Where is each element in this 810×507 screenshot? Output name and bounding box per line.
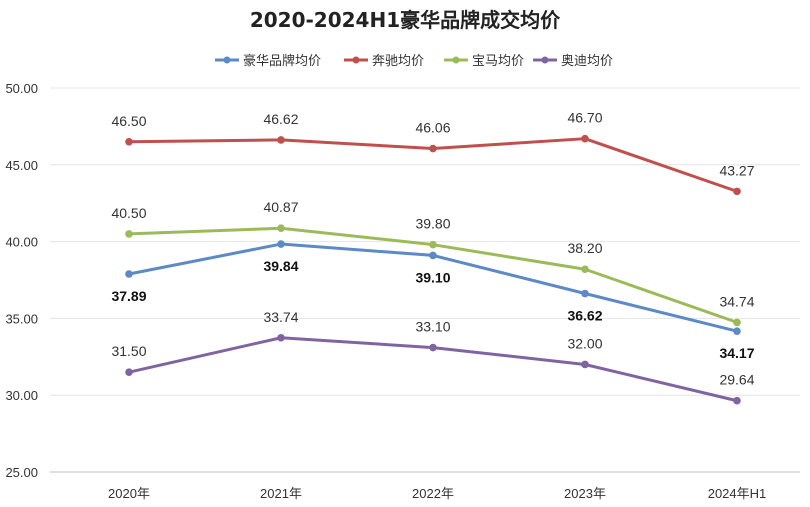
data-label: 46.50 <box>111 113 146 129</box>
legend-label: 宝马均价 <box>472 54 524 69</box>
data-point <box>277 333 285 342</box>
data-label: 40.87 <box>263 199 298 215</box>
series-layer <box>125 134 741 405</box>
data-label: 40.50 <box>111 205 146 221</box>
data-point <box>125 230 133 238</box>
data-label: 31.50 <box>111 343 146 359</box>
x-tick-label: 2023年 <box>564 486 606 501</box>
x-tick-label: 2024年H1 <box>708 486 767 501</box>
data-point <box>277 224 285 233</box>
legend-item: 宝马均价 <box>444 54 524 69</box>
data-point <box>429 343 437 352</box>
legend-marker-icon <box>223 56 231 64</box>
data-point <box>581 265 589 274</box>
data-point <box>429 251 437 260</box>
legend-marker-icon <box>541 56 549 64</box>
data-labels: 37.89 39.84 39.10 36.62 34.17 46.50 46.62 46.06… <box>111 110 754 388</box>
data-label: 39.80 <box>415 216 450 232</box>
legend-item: 豪华品牌均价 <box>215 53 321 69</box>
data-label: 38.20 <box>567 240 602 256</box>
data-label: 34.74 <box>719 293 754 309</box>
data-point <box>733 327 741 335</box>
data-label: 33.10 <box>415 319 450 335</box>
data-point <box>733 187 741 196</box>
legend: 豪华品牌均价 奔驰均价 宝马均价 奥迪均价 <box>215 53 613 69</box>
legend-label: 豪华品牌均价 <box>243 53 321 69</box>
data-point <box>581 134 589 143</box>
data-label: 46.06 <box>415 120 450 136</box>
data-label: 34.17 <box>719 345 754 361</box>
data-label: 46.62 <box>263 111 298 127</box>
legend-marker-icon <box>352 56 360 64</box>
x-tick-label: 2022年 <box>412 486 454 501</box>
legend-item: 奔驰均价 <box>344 54 424 69</box>
y-axis: 25.00 30.00 35.00 40.00 45.00 50.00 <box>5 81 38 480</box>
data-point <box>125 137 133 146</box>
legend-marker-icon <box>452 56 460 64</box>
data-point <box>581 360 589 369</box>
y-tick-label: 45.00 <box>5 158 38 173</box>
legend-item: 奥迪均价 <box>533 54 613 69</box>
grid-lines <box>50 87 800 473</box>
data-point <box>277 240 285 248</box>
y-tick-label: 50.00 <box>5 81 38 96</box>
data-label: 29.64 <box>719 372 754 388</box>
data-point <box>277 136 285 144</box>
data-label: 43.27 <box>719 162 754 178</box>
y-tick-label: 35.00 <box>5 311 38 326</box>
data-point <box>125 270 133 278</box>
data-label: 36.62 <box>567 308 602 324</box>
data-point <box>429 144 437 153</box>
y-tick-label: 30.00 <box>5 388 38 403</box>
data-point <box>733 318 741 327</box>
y-tick-label: 40.00 <box>5 235 38 250</box>
x-tick-label: 2020年 <box>108 486 150 501</box>
data-point <box>581 289 589 298</box>
data-point <box>733 396 741 405</box>
data-label: 32.00 <box>567 335 602 351</box>
x-tick-label: 2021年 <box>260 486 302 501</box>
data-label: 46.70 <box>567 110 602 126</box>
legend-label: 奔驰均价 <box>372 54 424 69</box>
y-tick-label: 25.00 <box>5 465 38 480</box>
data-point <box>125 368 133 376</box>
data-label: 39.10 <box>415 269 450 285</box>
chart-title: 2020-2024H1豪华品牌成交均价 <box>250 8 561 32</box>
data-label: 37.89 <box>111 288 146 304</box>
data-label: 33.74 <box>263 309 298 325</box>
x-axis: 2020年 2021年 2022年 2023年 2024年H1 <box>108 486 766 501</box>
data-point <box>429 240 437 249</box>
legend-label: 奥迪均价 <box>561 54 613 69</box>
data-label: 39.84 <box>263 258 298 274</box>
